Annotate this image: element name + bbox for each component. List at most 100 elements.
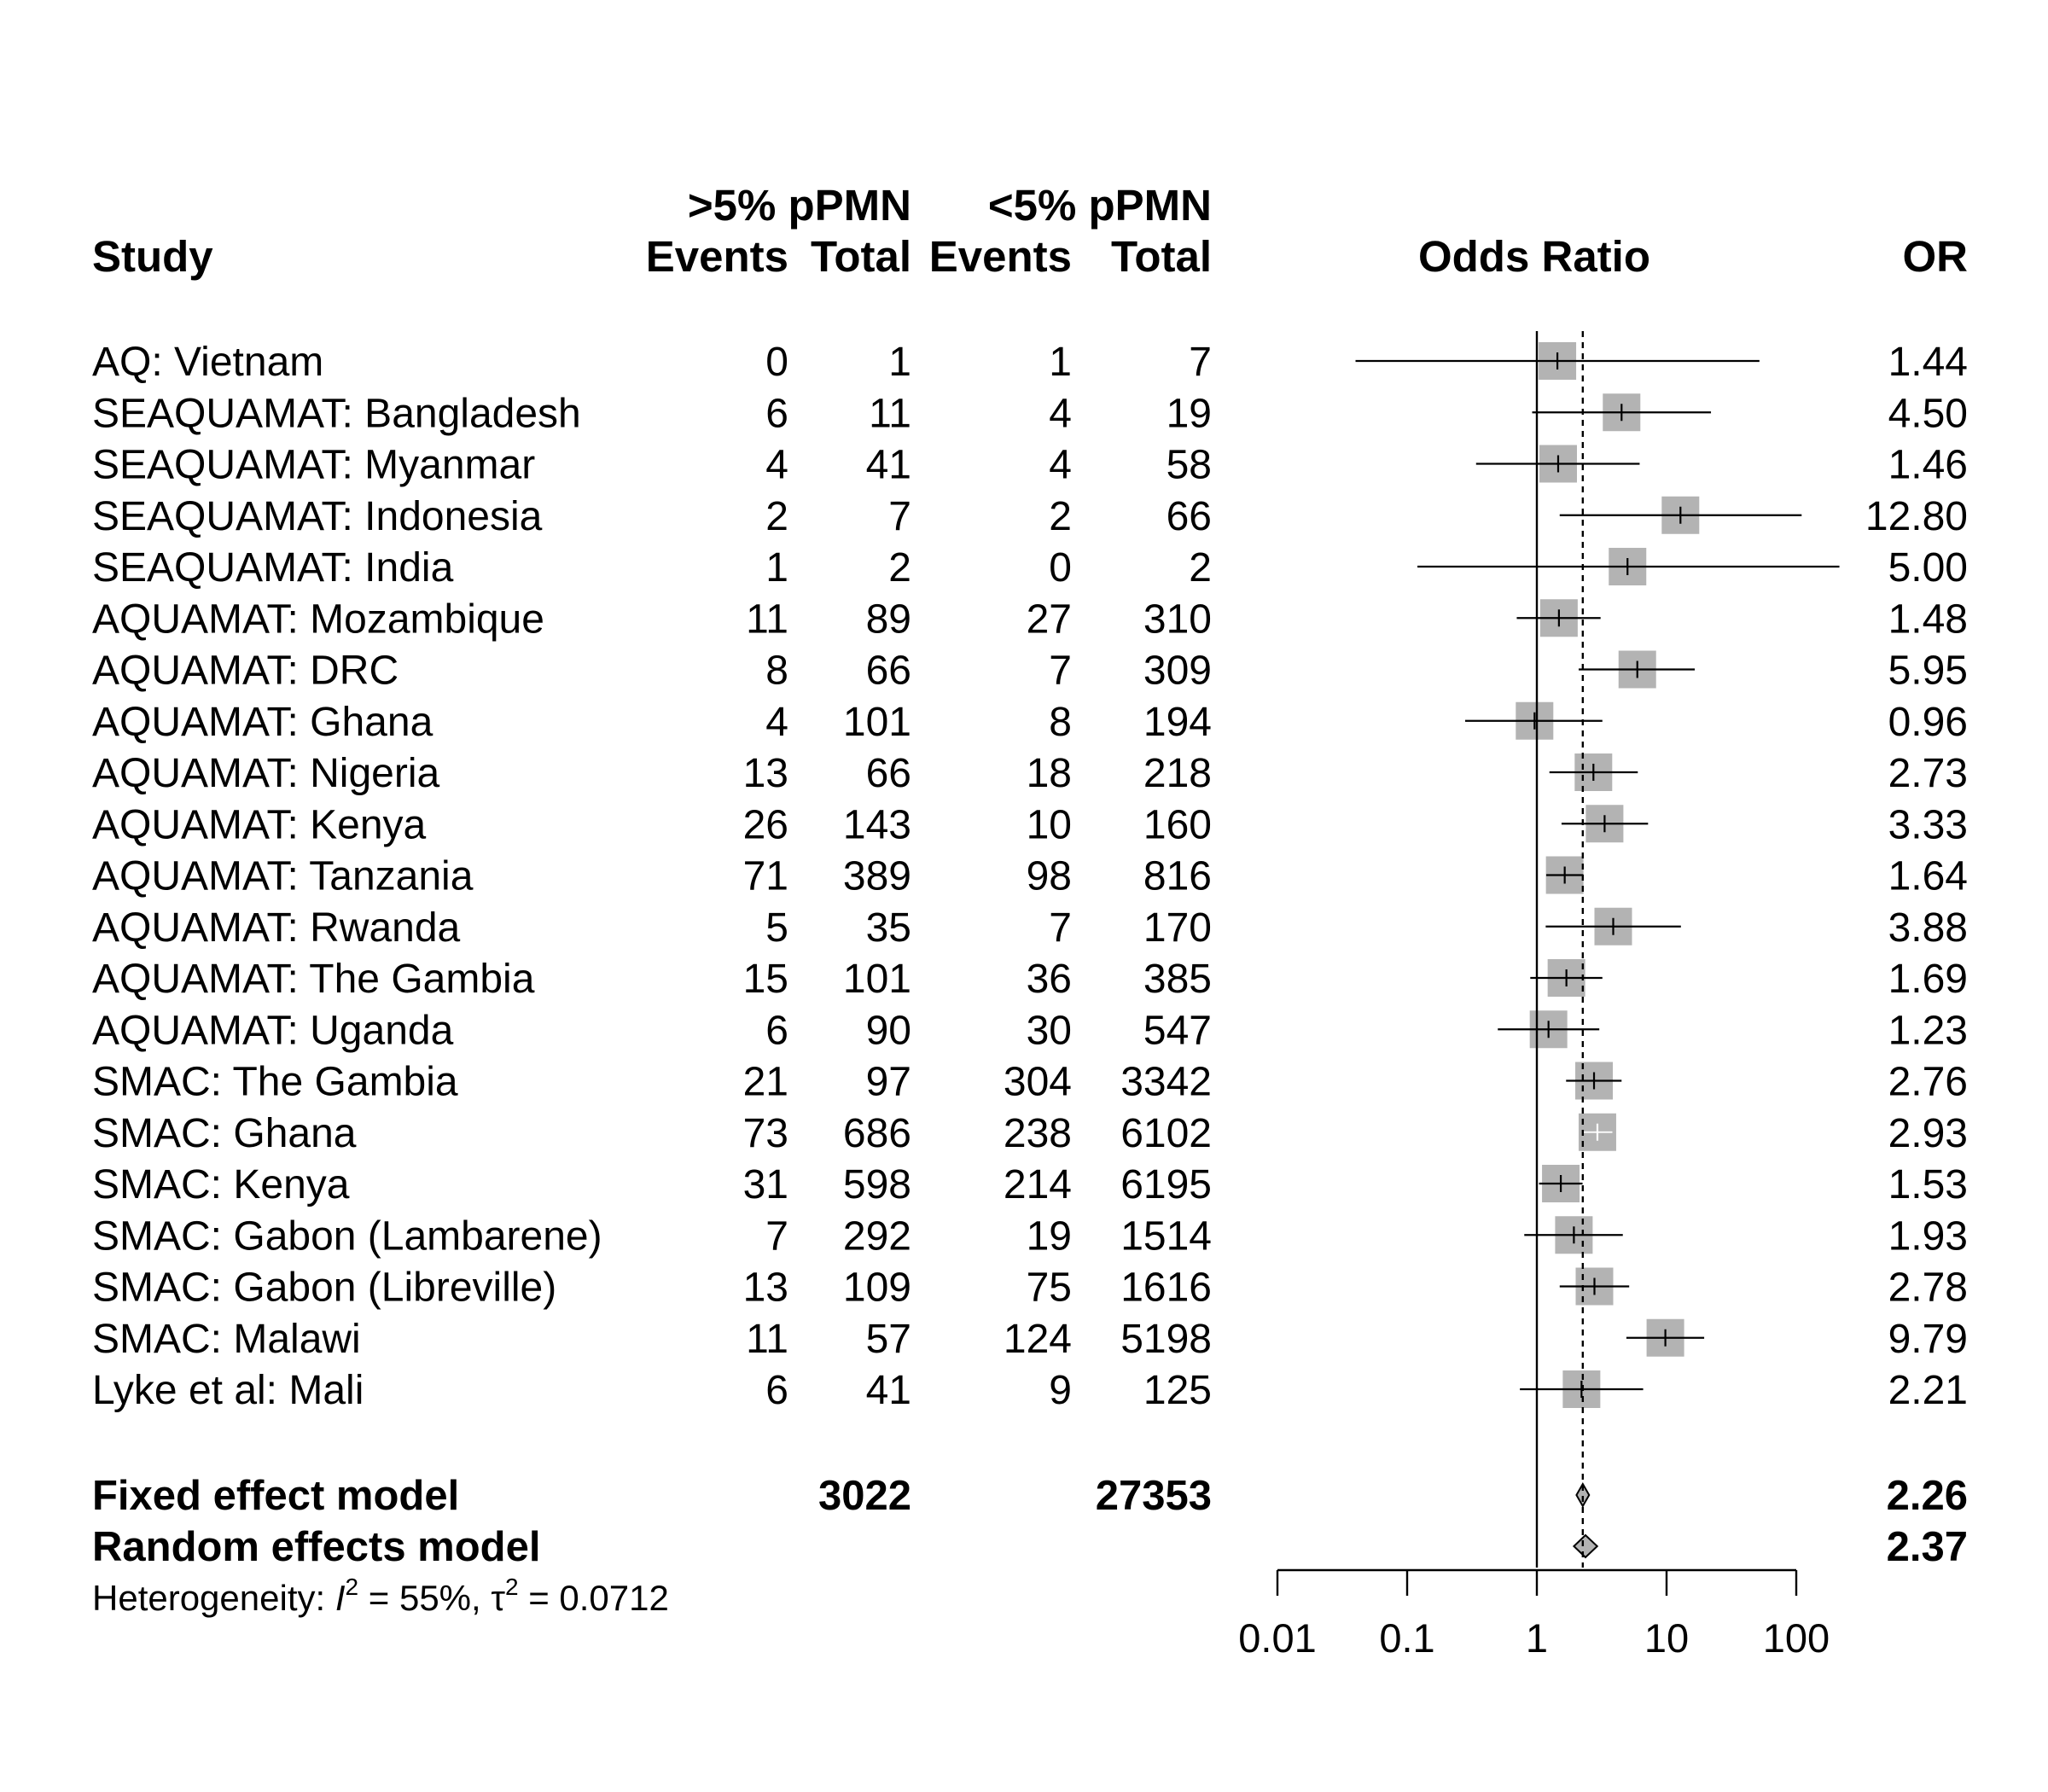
study-name: AQUAMAT: Kenya bbox=[92, 802, 427, 847]
odds-ratio-value: 2.78 bbox=[1888, 1265, 1968, 1311]
events-group1: 11 bbox=[746, 1317, 788, 1362]
total-group2: 2 bbox=[1189, 545, 1212, 591]
events-group2: 36 bbox=[1027, 957, 1072, 1002]
x-axis-tick-label: 1 bbox=[1526, 1615, 1548, 1661]
events-group2: 18 bbox=[1027, 751, 1072, 796]
study-name: AQUAMAT: The Gambia bbox=[92, 957, 535, 1002]
study-name: SEAQUAMAT: Indonesia bbox=[92, 494, 543, 539]
odds-ratio-value: 1.23 bbox=[1888, 1008, 1968, 1053]
total-group2: 309 bbox=[1143, 649, 1212, 694]
events-group1: 1 bbox=[765, 545, 788, 591]
total-group1: 7 bbox=[888, 494, 911, 539]
odds-ratio-value: 2.76 bbox=[1888, 1060, 1968, 1105]
odds-ratio-value: 5.00 bbox=[1888, 545, 1968, 591]
events-group1: 7 bbox=[765, 1213, 788, 1259]
header-group2: <5% pPMN bbox=[988, 181, 1212, 230]
x-axis-tick-label: 0.01 bbox=[1238, 1615, 1316, 1661]
total-group1: 89 bbox=[866, 596, 911, 642]
total-group2: 816 bbox=[1143, 854, 1212, 899]
events-group2: 30 bbox=[1027, 1008, 1072, 1053]
study-name: AQUAMAT: Uganda bbox=[92, 1008, 454, 1053]
total-group1: 90 bbox=[866, 1008, 911, 1053]
x-axis: 0.01 0.1 1 10 100 bbox=[1238, 1568, 1830, 1661]
study-name: AQUAMAT: DRC bbox=[92, 649, 399, 694]
events-group1: 2 bbox=[765, 494, 788, 539]
summary-diamond bbox=[1572, 1533, 1599, 1559]
odds-ratio-value: 1.44 bbox=[1888, 340, 1968, 385]
study-name: AQUAMAT: Ghana bbox=[92, 700, 433, 745]
total-group2: 6195 bbox=[1120, 1162, 1212, 1207]
events-group2: 10 bbox=[1027, 802, 1072, 847]
total-group1: 109 bbox=[843, 1265, 911, 1311]
summary-diamond bbox=[1575, 1481, 1591, 1509]
total-group2: 218 bbox=[1143, 751, 1212, 796]
odds-ratio-value: 3.33 bbox=[1888, 802, 1968, 847]
odds-ratio-value: 2.21 bbox=[1888, 1368, 1968, 1413]
events-group2: 304 bbox=[1004, 1060, 1072, 1105]
tau-symbol: τ bbox=[491, 1578, 505, 1618]
odds-ratio-value: 0.96 bbox=[1888, 700, 1968, 745]
total-group2: 5198 bbox=[1120, 1317, 1212, 1362]
total-group1: 143 bbox=[843, 802, 911, 847]
header-events-2: Events bbox=[929, 232, 1072, 281]
events-group1: 0 bbox=[765, 340, 788, 385]
events-group1: 13 bbox=[743, 1265, 788, 1311]
odds-ratio-value: 1.48 bbox=[1888, 596, 1968, 642]
odds-ratio-value: 1.64 bbox=[1888, 854, 1968, 899]
header-events-1: Events bbox=[646, 232, 788, 281]
events-group1: 6 bbox=[765, 1008, 788, 1053]
events-group1: 15 bbox=[743, 957, 788, 1002]
events-group2: 9 bbox=[1049, 1368, 1072, 1413]
events-group2: 27 bbox=[1027, 596, 1072, 642]
odds-ratio-value: 9.79 bbox=[1888, 1317, 1968, 1362]
events-group1: 13 bbox=[743, 751, 788, 796]
odds-ratio-value: 1.93 bbox=[1888, 1213, 1968, 1259]
header-group1: >5% pPMN bbox=[688, 181, 911, 230]
odds-ratio-value: 12.80 bbox=[1865, 494, 1968, 539]
total-group2: 58 bbox=[1167, 443, 1212, 488]
study-name: AQUAMAT: Rwanda bbox=[92, 905, 461, 951]
odds-ratio-value: 4.50 bbox=[1888, 391, 1968, 436]
total-group1: 389 bbox=[843, 854, 911, 899]
total-group1: 686 bbox=[843, 1111, 911, 1156]
total-group2: 1616 bbox=[1120, 1265, 1212, 1311]
events-group2: 75 bbox=[1027, 1265, 1072, 1311]
study-name: SMAC: Gabon (Lambarene) bbox=[92, 1213, 602, 1259]
tau-superscript: 2 bbox=[505, 1574, 519, 1600]
total-group1: 41 bbox=[866, 443, 911, 488]
x-axis-tick-label: 0.1 bbox=[1379, 1615, 1434, 1661]
events-group2: 4 bbox=[1049, 391, 1072, 436]
study-name: SMAC: Ghana bbox=[92, 1111, 357, 1156]
total-group1: 35 bbox=[866, 905, 911, 951]
total-group2: 3342 bbox=[1120, 1060, 1212, 1105]
total-group2: 194 bbox=[1143, 700, 1212, 745]
total-group1: 57 bbox=[866, 1317, 911, 1362]
events-group2: 98 bbox=[1027, 854, 1072, 899]
study-name: SEAQUAMAT: India bbox=[92, 545, 454, 591]
tau-value: = 0.0712 bbox=[519, 1578, 669, 1618]
odds-ratio-value: 2.93 bbox=[1888, 1111, 1968, 1156]
events-group1: 11 bbox=[746, 596, 788, 642]
events-group2: 0 bbox=[1049, 545, 1072, 591]
x-axis-tick-label: 10 bbox=[1644, 1615, 1689, 1661]
events-group1: 8 bbox=[765, 649, 788, 694]
events-group2: 238 bbox=[1004, 1111, 1072, 1156]
total-group1: 41 bbox=[866, 1368, 911, 1413]
summary-total-group2: 27353 bbox=[1096, 1473, 1212, 1519]
odds-ratio-value: 5.95 bbox=[1888, 649, 1968, 694]
events-group1: 21 bbox=[743, 1060, 788, 1105]
heterogeneity-prefix: Heterogeneity: bbox=[92, 1578, 335, 1618]
events-group1: 4 bbox=[765, 443, 788, 488]
total-group2: 66 bbox=[1167, 494, 1212, 539]
summary-name: Random effects model bbox=[92, 1524, 540, 1570]
total-group1: 2 bbox=[888, 545, 911, 591]
study-name: Lyke et al: Mali bbox=[92, 1368, 364, 1413]
summary-total-group1: 3022 bbox=[818, 1473, 911, 1519]
header-study: Study bbox=[92, 232, 213, 281]
odds-ratio-value: 1.46 bbox=[1888, 443, 1968, 488]
odds-ratio-value: 3.88 bbox=[1888, 905, 1968, 951]
study-name: SMAC: Malawi bbox=[92, 1317, 361, 1362]
study-name: AQUAMAT: Tanzania bbox=[92, 854, 474, 899]
header-total-2: Total bbox=[1111, 232, 1212, 281]
